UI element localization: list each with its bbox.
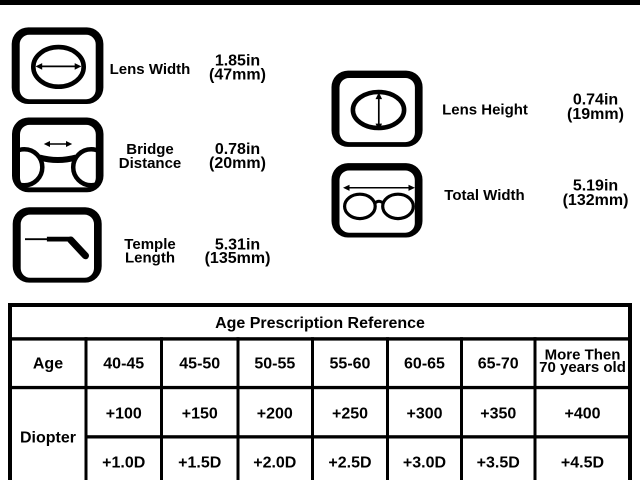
svg-text:+200: +200	[257, 405, 293, 422]
svg-text:5.31in: 5.31in	[215, 236, 260, 253]
svg-text:Distance: Distance	[119, 155, 182, 172]
svg-text:0.78in: 0.78in	[215, 141, 260, 158]
svg-text:+250: +250	[332, 405, 368, 422]
svg-text:Bridge: Bridge	[126, 141, 174, 158]
svg-text:Length: Length	[125, 250, 175, 267]
svg-text:+2.5D: +2.5D	[328, 454, 371, 471]
svg-text:+100: +100	[106, 405, 142, 422]
svg-text:+4.5D: +4.5D	[561, 454, 604, 471]
svg-text:Diopter: Diopter	[20, 429, 76, 446]
svg-text:(20mm): (20mm)	[209, 155, 266, 172]
svg-text:Age: Age	[33, 355, 63, 372]
svg-text:5.19in: 5.19in	[573, 178, 618, 195]
svg-text:+2.0D: +2.0D	[253, 454, 296, 471]
svg-text:50-55: 50-55	[254, 355, 295, 372]
svg-text:60-65: 60-65	[404, 355, 445, 372]
svg-text:+3.5D: +3.5D	[477, 454, 520, 471]
svg-text:Lens Height: Lens Height	[442, 101, 528, 118]
svg-text:(47mm): (47mm)	[209, 66, 266, 83]
svg-text:+1.5D: +1.5D	[178, 454, 221, 471]
svg-text:(135mm): (135mm)	[205, 250, 271, 267]
svg-text:1.85in: 1.85in	[215, 53, 260, 70]
svg-text:40-45: 40-45	[103, 355, 144, 372]
svg-text:Total Width: Total Width	[444, 187, 524, 204]
svg-text:Temple: Temple	[124, 236, 175, 253]
svg-text:+3.0D: +3.0D	[403, 454, 446, 471]
svg-text:Age Prescription Reference: Age Prescription Reference	[215, 315, 425, 332]
svg-text:45-50: 45-50	[179, 355, 220, 372]
svg-text:+1.0D: +1.0D	[102, 454, 145, 471]
svg-text:(19mm): (19mm)	[567, 106, 624, 123]
svg-text:70 years old: 70 years old	[539, 359, 626, 376]
svg-text:55-60: 55-60	[330, 355, 371, 372]
svg-text:65-70: 65-70	[478, 355, 519, 372]
svg-text:+400: +400	[564, 405, 600, 422]
svg-text:(132mm): (132mm)	[563, 192, 629, 209]
svg-text:+300: +300	[406, 405, 442, 422]
svg-text:0.74in: 0.74in	[573, 92, 618, 109]
svg-text:+350: +350	[480, 405, 516, 422]
svg-text:+150: +150	[182, 405, 218, 422]
svg-text:More Then: More Then	[545, 346, 621, 363]
svg-text:Lens Width: Lens Width	[110, 61, 191, 78]
